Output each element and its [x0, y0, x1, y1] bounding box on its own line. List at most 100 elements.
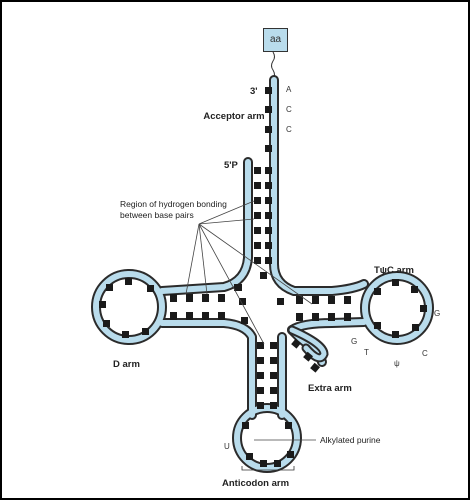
base	[265, 87, 272, 94]
base	[265, 242, 272, 249]
base	[374, 322, 381, 329]
base	[328, 313, 335, 321]
base	[270, 402, 277, 409]
base	[99, 301, 106, 308]
base	[392, 331, 399, 338]
nucleotide-a: A	[286, 85, 292, 94]
base	[254, 257, 261, 264]
base	[265, 197, 272, 204]
base	[106, 284, 113, 291]
base	[186, 294, 193, 302]
acceptor-bases	[265, 87, 272, 152]
base	[170, 294, 177, 302]
base	[218, 294, 225, 302]
tpsic-stem-pairs	[296, 296, 351, 321]
base	[265, 257, 272, 264]
base	[257, 342, 264, 349]
nucleotide-psi: ψ	[394, 359, 400, 368]
tpsic-loop-bases	[374, 279, 427, 338]
base	[254, 227, 261, 234]
base	[312, 296, 319, 304]
base	[260, 460, 267, 467]
base	[285, 422, 292, 429]
base	[412, 324, 419, 331]
nucleotide-t: T	[364, 348, 369, 357]
base	[122, 331, 129, 338]
hydrogen-bonding-label: Region of hydrogen bonding between base …	[120, 199, 227, 220]
base	[270, 372, 277, 379]
base	[257, 387, 264, 394]
nucleotide-u: U	[224, 442, 230, 451]
base	[303, 351, 313, 362]
base	[265, 182, 272, 189]
base	[241, 317, 248, 324]
anticodon-stem-pairs	[257, 342, 277, 409]
base	[296, 313, 303, 321]
base	[234, 284, 242, 291]
base	[265, 227, 272, 234]
base	[142, 328, 149, 335]
base	[328, 296, 335, 304]
extra-arm-bases	[291, 338, 320, 373]
base	[202, 294, 209, 302]
tpsic-arm-label: TψC arm	[374, 265, 414, 276]
d-loop-bases	[99, 278, 154, 338]
base	[103, 320, 110, 327]
base	[254, 167, 261, 174]
base	[411, 286, 418, 293]
base	[296, 296, 303, 304]
base	[265, 106, 272, 113]
nucleotide-g2: G	[434, 309, 441, 318]
anticodon-loop-bases	[242, 422, 294, 467]
base	[239, 298, 246, 305]
base	[147, 285, 154, 292]
region-pointer-lines	[185, 200, 313, 345]
base	[274, 460, 281, 467]
acceptor-arm-label: Acceptor arm	[203, 111, 265, 122]
base	[291, 338, 301, 349]
base	[170, 312, 177, 320]
alkylated-purine-label: Alkylated purine	[320, 435, 381, 445]
d-arm-label: D arm	[113, 359, 140, 370]
base	[392, 279, 399, 286]
base	[246, 453, 253, 460]
nucleotide-g: G	[351, 337, 358, 346]
d-stem-pairs	[170, 284, 242, 320]
anticodon-bracket	[241, 466, 295, 471]
base	[270, 342, 277, 349]
base	[374, 288, 381, 295]
base	[312, 313, 319, 321]
base	[310, 362, 320, 373]
base	[202, 312, 209, 320]
base	[265, 212, 272, 219]
base	[257, 357, 264, 364]
five-prime-label: 5'P	[224, 160, 238, 171]
nucleotide-c2: C	[286, 125, 292, 134]
nucleotide-c1: C	[286, 105, 292, 114]
base	[186, 312, 193, 320]
extra-arm-label: Extra arm	[308, 383, 352, 394]
base	[257, 402, 264, 409]
base	[260, 272, 267, 279]
base	[265, 167, 272, 174]
amino-acid-box: aa	[263, 28, 288, 52]
nucleotide-c: C	[422, 349, 428, 358]
base	[254, 242, 261, 249]
base	[287, 451, 294, 458]
base	[242, 422, 249, 429]
base	[270, 387, 277, 394]
base	[277, 298, 284, 305]
base	[125, 278, 132, 285]
base	[254, 182, 261, 189]
three-prime-label: 3'	[250, 86, 258, 97]
base	[270, 357, 277, 364]
base	[257, 372, 264, 379]
anticodon-arm-label: Anticodon arm	[222, 478, 290, 489]
amino-acid-link	[271, 51, 275, 80]
acceptor-stem-pairs	[254, 167, 272, 279]
base	[218, 312, 225, 320]
base	[254, 197, 261, 204]
base	[265, 145, 272, 152]
